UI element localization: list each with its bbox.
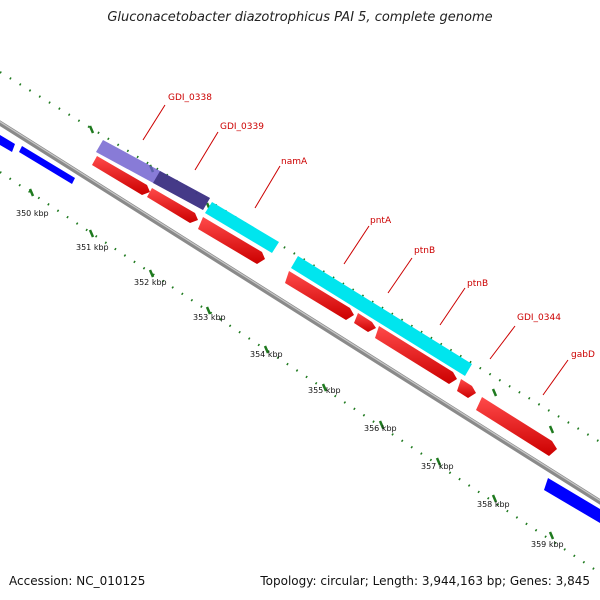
genome-backbone — [0, 120, 600, 505]
outer-tick-line — [0, 71, 600, 443]
red-features — [92, 156, 557, 456]
feature-blue-right — [544, 478, 600, 524]
accession-text: Accession: NC_010125 — [9, 574, 146, 588]
feature-blue-left-1 — [0, 135, 15, 152]
topology-summary-text: Topology: circular; Length: 3,944,163 bp… — [260, 574, 590, 588]
gene-label-gabD: gabD — [571, 350, 595, 360]
kbp-label-352: 352 kbp — [134, 278, 167, 287]
feature-blue-left-2 — [19, 146, 75, 184]
gene-label-GDI_0344: GDI_0344 — [517, 313, 561, 323]
gene-label-ptnB-1: ptnB — [414, 246, 435, 256]
gene-label-GDI_0338: GDI_0338 — [168, 93, 212, 103]
kbp-major-ticks — [28, 188, 555, 540]
gene-labels: GDI_0338 GDI_0339 namA pntA ptnB ptnB GD… — [168, 93, 595, 360]
gene-label-GDI_0339: GDI_0339 — [220, 122, 264, 132]
kbp-label-354: 354 kbp — [250, 350, 283, 359]
feature-cyan-pntA — [291, 256, 472, 376]
kbp-label-358: 358 kbp — [477, 500, 510, 509]
kbp-label-355: 355 kbp — [308, 386, 341, 395]
kbp-labels: 350 kbp 351 kbp 352 kbp 353 kbp 354 kbp … — [16, 209, 564, 549]
kbp-label-356: 356 kbp — [364, 424, 397, 433]
map-title: Gluconacetobacter diazotrophicus PAI 5, … — [107, 10, 493, 25]
kbp-label-357: 357 kbp — [421, 462, 454, 471]
kbp-label-353: 353 kbp — [193, 313, 226, 322]
feature-cyan-namA — [205, 202, 279, 253]
kbp-label-359: 359 kbp — [531, 540, 564, 549]
kbp-label-351: 351 kbp — [76, 243, 109, 252]
kbp-label-350: 350 kbp — [16, 209, 49, 218]
gene-label-leaders — [142, 104, 569, 396]
feature-dark-overlap — [153, 171, 210, 210]
gene-label-ptnB-2: ptnB — [467, 279, 488, 289]
gene-label-pntA: pntA — [370, 216, 392, 226]
gene-label-namA: namA — [281, 157, 308, 167]
